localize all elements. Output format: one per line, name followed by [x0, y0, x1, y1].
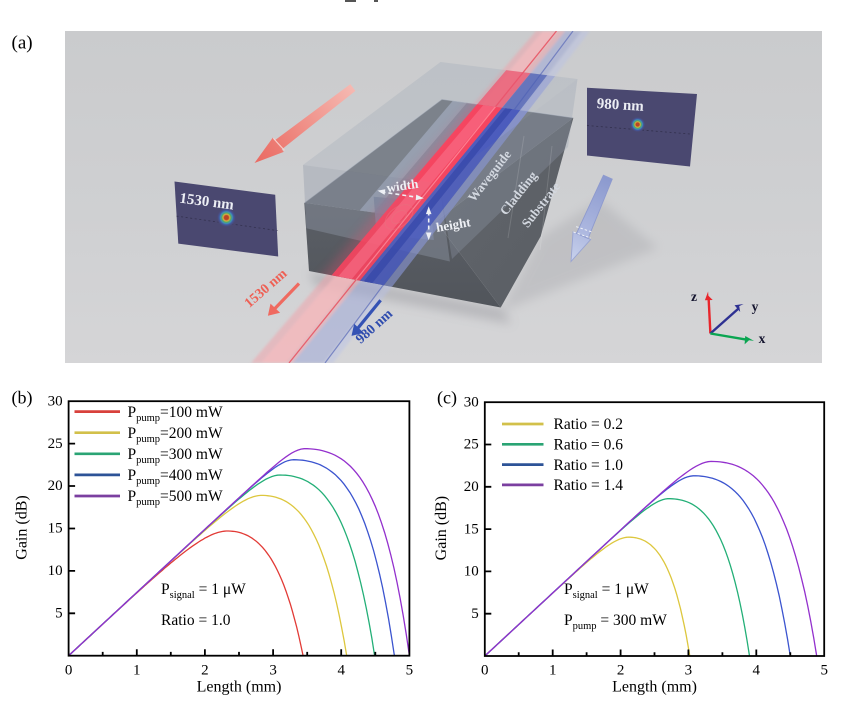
- svg-text:15: 15: [48, 521, 63, 537]
- svg-text:Gain (dB): Gain (dB): [14, 495, 31, 559]
- svg-text:30: 30: [48, 393, 63, 409]
- svg-text:Length (mm): Length (mm): [612, 679, 697, 696]
- svg-text:5: 5: [820, 663, 828, 679]
- svg-text:Ppump=400 mW: Ppump=400 mW: [128, 467, 223, 487]
- svg-text:980 nm: 980 nm: [596, 96, 644, 115]
- svg-text:4: 4: [753, 663, 761, 679]
- svg-text:x: x: [759, 331, 766, 346]
- svg-text:10: 10: [464, 564, 479, 580]
- svg-text:15: 15: [464, 521, 479, 537]
- svg-text:Ppump=500 mW: Ppump=500 mW: [128, 488, 223, 508]
- svg-text:Psignal = 1 μW: Psignal = 1 μW: [161, 581, 246, 601]
- svg-text:4: 4: [337, 663, 345, 679]
- svg-text:1530 nm: 1530 nm: [178, 191, 235, 214]
- svg-text:20: 20: [464, 479, 479, 495]
- svg-text:Ratio = 0.6: Ratio = 0.6: [554, 437, 624, 454]
- svg-text:(b): (b): [12, 388, 33, 409]
- svg-text:Gain (dB): Gain (dB): [433, 496, 450, 560]
- svg-text:width: width: [386, 176, 420, 195]
- svg-text:5: 5: [55, 606, 63, 622]
- svg-text:2: 2: [201, 663, 209, 679]
- svg-text:1: 1: [133, 663, 141, 679]
- svg-text:Ppump = 300 mW: Ppump = 300 mW: [564, 612, 667, 632]
- svg-text:30: 30: [464, 394, 479, 410]
- svg-text:25: 25: [464, 437, 479, 453]
- svg-text:2: 2: [617, 663, 625, 679]
- svg-text:3: 3: [269, 663, 277, 679]
- svg-text:z: z: [691, 289, 697, 304]
- svg-text:Ratio = 0.2: Ratio = 0.2: [554, 416, 623, 433]
- svg-text:20: 20: [48, 478, 63, 494]
- svg-text:25: 25: [48, 436, 63, 452]
- svg-text:5: 5: [406, 663, 414, 679]
- svg-text:5: 5: [471, 606, 479, 622]
- svg-text:Length (mm): Length (mm): [197, 679, 282, 696]
- svg-text:10: 10: [48, 563, 63, 579]
- svg-text:Ratio = 1.0: Ratio = 1.0: [161, 612, 231, 629]
- svg-text:Ppump=200 mW: Ppump=200 mW: [128, 425, 223, 445]
- svg-text:Ratio = 1.4: Ratio = 1.4: [554, 477, 624, 494]
- svg-text:3: 3: [685, 663, 693, 679]
- svg-text:(c): (c): [437, 388, 457, 409]
- svg-text:Ppump=100 mW: Ppump=100 mW: [128, 404, 223, 424]
- svg-text:(a): (a): [12, 33, 33, 54]
- svg-text:0: 0: [481, 663, 489, 679]
- svg-text:Ratio = 1.0: Ratio = 1.0: [554, 457, 624, 474]
- svg-text:0: 0: [65, 663, 73, 679]
- svg-text:height: height: [435, 214, 472, 235]
- svg-text:Psignal = 1 μW: Psignal = 1 μW: [564, 581, 649, 601]
- svg-text:Ppump=300 mW: Ppump=300 mW: [128, 446, 223, 466]
- svg-text:y: y: [752, 299, 759, 314]
- svg-text:1: 1: [549, 663, 557, 679]
